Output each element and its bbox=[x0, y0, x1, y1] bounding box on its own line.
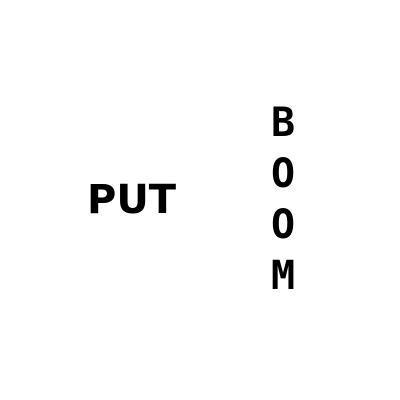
vertical-letter: O bbox=[270, 151, 296, 197]
vertical-letter: O bbox=[270, 202, 296, 248]
horizontal-word: PUT bbox=[87, 177, 177, 223]
vertical-letter: B bbox=[270, 100, 296, 146]
vertical-word: B O O M bbox=[264, 98, 302, 302]
vertical-letter: M bbox=[270, 253, 296, 299]
